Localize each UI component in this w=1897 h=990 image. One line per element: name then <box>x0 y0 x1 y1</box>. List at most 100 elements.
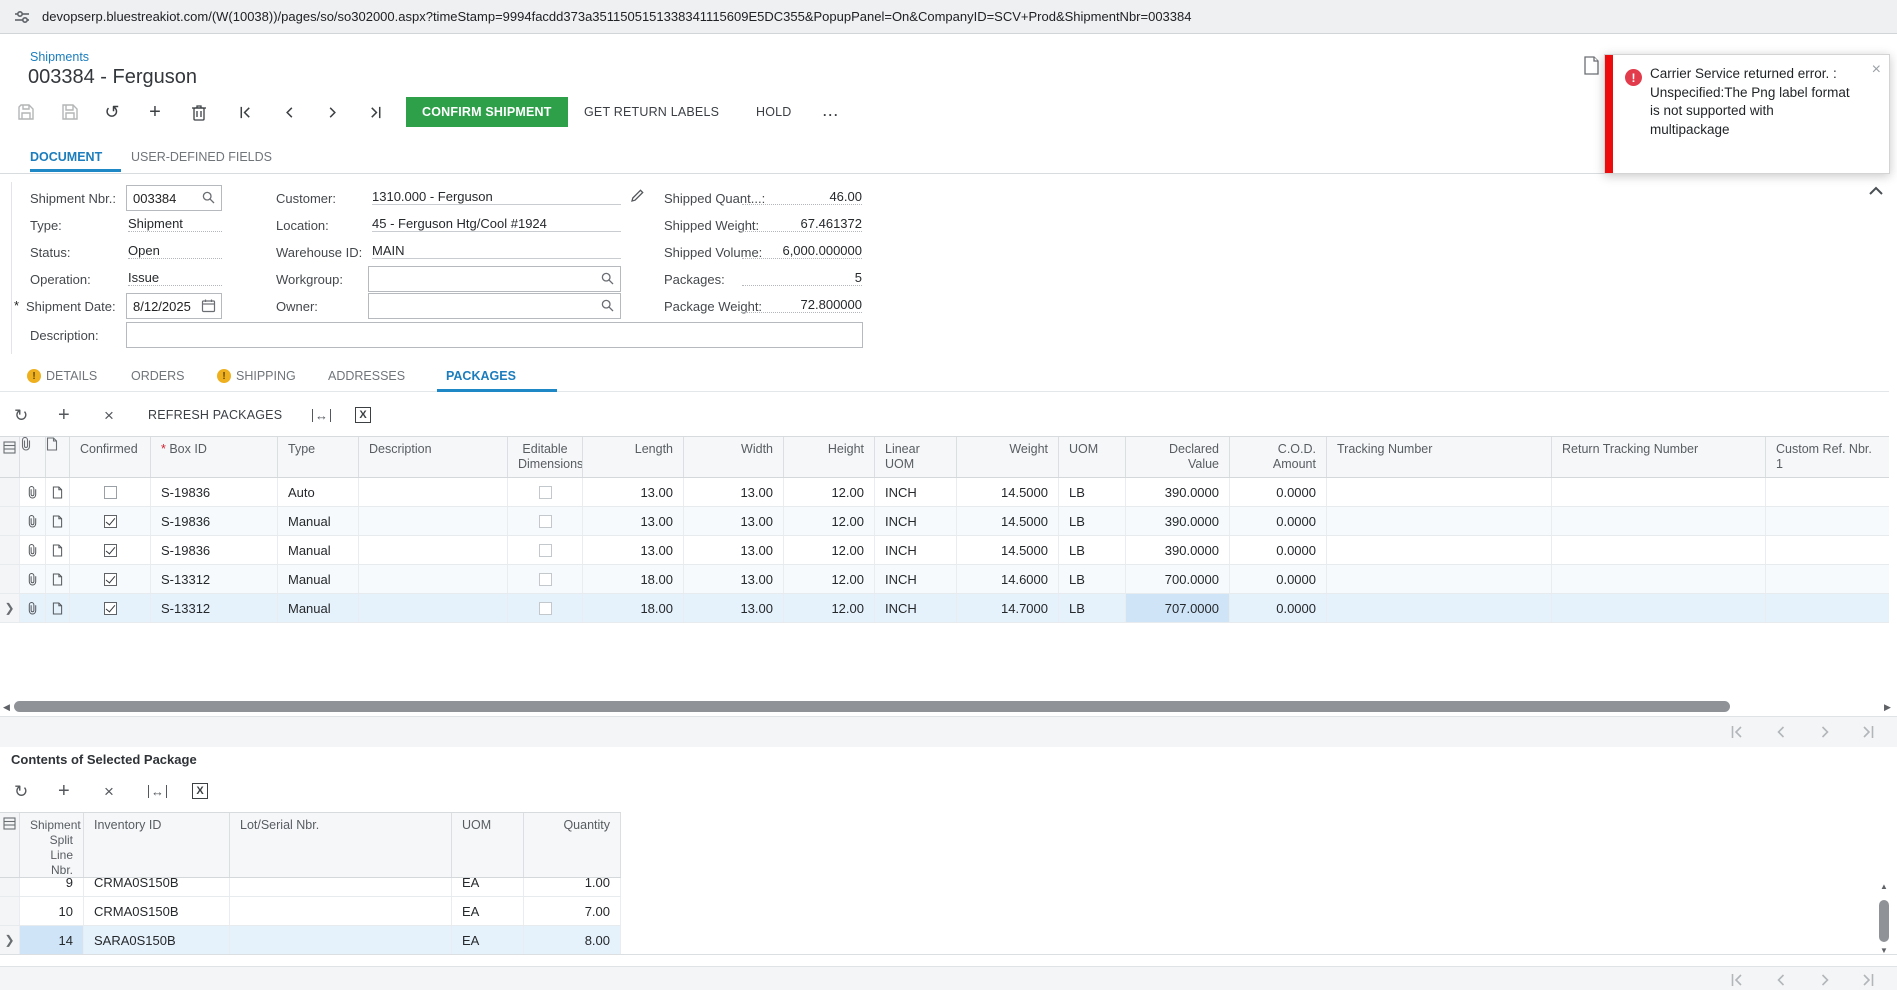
cod-amount-cell[interactable]: 0.0000 <box>1230 507 1327 535</box>
attachment-column-header[interactable] <box>20 437 46 477</box>
checkbox[interactable] <box>103 485 117 499</box>
linear-uom-cell[interactable]: INCH <box>875 507 957 535</box>
column-header-quantity[interactable]: Quantity <box>524 813 621 877</box>
column-header-tracking-number[interactable]: Tracking Number <box>1327 437 1552 477</box>
row-gutter[interactable] <box>0 478 20 506</box>
uom-cell[interactable]: EA <box>452 897 524 925</box>
type-cell[interactable]: Auto <box>278 478 359 506</box>
next-page-icon[interactable] <box>1817 724 1835 742</box>
delete-row-icon[interactable]: × <box>104 781 114 801</box>
column-header-weight[interactable]: Weight <box>957 437 1059 477</box>
tab-packages[interactable]: PACKAGES <box>446 369 516 383</box>
last-page-icon[interactable] <box>1860 724 1878 742</box>
note-icon[interactable] <box>46 536 70 564</box>
note-icon[interactable] <box>46 565 70 593</box>
width-cell[interactable]: 13.00 <box>684 507 784 535</box>
weight-cell[interactable]: 14.7000 <box>957 594 1059 622</box>
content-row[interactable]: 10 CRMA0S150B EA 7.00 <box>0 897 621 926</box>
attachment-icon[interactable] <box>20 594 46 622</box>
inventory-id-cell[interactable]: CRMA0S150B <box>84 878 230 896</box>
description-input[interactable] <box>126 322 863 348</box>
uom-cell[interactable]: LB <box>1059 478 1126 506</box>
shipment-date-input[interactable]: 8/12/2025 <box>126 293 222 319</box>
previous-page-icon[interactable] <box>1773 724 1791 742</box>
declared-value-cell-selected[interactable]: 707.0000 <box>1126 594 1230 622</box>
column-header-uom[interactable]: UOM <box>452 813 524 877</box>
height-cell[interactable]: 12.00 <box>784 565 875 593</box>
width-cell[interactable]: 13.00 <box>684 565 784 593</box>
uom-cell[interactable]: LB <box>1059 565 1126 593</box>
height-cell[interactable]: 12.00 <box>784 507 875 535</box>
column-header-linear-uom[interactable]: Linear UOM <box>875 437 957 477</box>
confirmed-checkbox-cell[interactable] <box>70 594 151 622</box>
attachment-icon[interactable] <box>20 565 46 593</box>
scroll-up-icon[interactable]: ▲ <box>1880 882 1888 891</box>
package-row-selected[interactable]: ❯ S-13312 Manual 18.00 13.00 12.00 INCH … <box>0 594 1889 623</box>
refresh-packages-button[interactable]: REFRESH PACKAGES <box>148 408 283 422</box>
uom-cell[interactable]: EA <box>452 926 524 954</box>
next-record-icon[interactable] <box>320 100 344 124</box>
save-icon[interactable] <box>58 100 82 124</box>
checkbox[interactable] <box>538 514 552 528</box>
shipment-nbr-input[interactable]: 003384 <box>126 185 222 211</box>
cod-amount-cell[interactable]: 0.0000 <box>1230 536 1327 564</box>
edit-pencil-icon[interactable] <box>630 188 645 208</box>
declared-value-cell[interactable]: 390.0000 <box>1126 536 1230 564</box>
linear-uom-cell[interactable]: INCH <box>875 478 957 506</box>
column-header-confirmed[interactable]: Confirmed <box>70 437 151 477</box>
get-return-labels-button[interactable]: GET RETURN LABELS <box>584 97 719 127</box>
scroll-left-icon[interactable]: ◀ <box>3 702 10 712</box>
content-row-selected[interactable]: ❯ 14 SARA0S150B EA 8.00 <box>0 926 621 954</box>
uom-cell[interactable]: EA <box>452 878 524 896</box>
cod-amount-cell[interactable]: 0.0000 <box>1230 594 1327 622</box>
tab-user-defined-fields[interactable]: USER-DEFINED FIELDS <box>131 150 272 164</box>
length-cell[interactable]: 18.00 <box>583 594 684 622</box>
tracking-number-cell[interactable] <box>1327 565 1552 593</box>
tab-details[interactable]: ! DETAILS <box>27 369 97 383</box>
description-cell[interactable] <box>359 507 508 535</box>
split-line-nbr-cell[interactable]: 9 <box>20 878 84 896</box>
horizontal-scrollbar[interactable]: ◀ ▶ <box>0 700 1897 714</box>
url-text[interactable]: devopserp.bluestreakiot.com/(W(10038))/p… <box>42 9 1192 24</box>
column-header-cod-amount[interactable]: C.O.D. Amount <box>1230 437 1327 477</box>
package-row[interactable]: S-19836 Manual 13.00 13.00 12.00 INCH 14… <box>0 507 1889 536</box>
site-settings-icon[interactable] <box>12 7 32 27</box>
lot-serial-cell[interactable] <box>230 878 452 896</box>
shipment-date-value[interactable]: 8/12/2025 <box>133 298 191 314</box>
inventory-id-cell[interactable]: SARA0S150B <box>84 926 230 954</box>
row-gutter[interactable]: ❯ <box>0 594 20 622</box>
column-header-box-id[interactable]: * Box ID <box>151 437 278 477</box>
confirm-shipment-button[interactable]: CONFIRM SHIPMENT <box>406 97 568 127</box>
scrollbar-thumb[interactable] <box>14 701 1730 712</box>
column-header-height[interactable]: Height <box>784 437 875 477</box>
width-cell[interactable]: 13.00 <box>684 594 784 622</box>
weight-cell[interactable]: 14.6000 <box>957 565 1059 593</box>
quantity-cell[interactable]: 1.00 <box>524 878 621 896</box>
calendar-icon[interactable] <box>201 298 216 316</box>
confirmed-checkbox-cell[interactable] <box>70 565 151 593</box>
tab-document[interactable]: DOCUMENT <box>30 150 103 164</box>
declared-value-cell[interactable]: 390.0000 <box>1126 478 1230 506</box>
package-row[interactable]: S-19836 Manual 13.00 13.00 12.00 INCH 14… <box>0 536 1889 565</box>
return-tracking-number-cell[interactable] <box>1552 594 1766 622</box>
refresh-icon[interactable]: ↻ <box>14 405 29 425</box>
tracking-number-cell[interactable] <box>1327 536 1552 564</box>
column-header-width[interactable]: Width <box>684 437 784 477</box>
next-page-icon[interactable] <box>1817 972 1835 990</box>
custom-ref-cell[interactable] <box>1766 507 1889 535</box>
breadcrumb-shipments[interactable]: Shipments <box>30 50 90 64</box>
return-tracking-number-cell[interactable] <box>1552 536 1766 564</box>
checkbox[interactable] <box>103 572 117 586</box>
package-row[interactable]: S-13312 Manual 18.00 13.00 12.00 INCH 14… <box>0 565 1889 594</box>
toast-close-icon[interactable]: × <box>1871 61 1881 78</box>
column-header-inventory-id[interactable]: Inventory ID <box>84 813 230 877</box>
column-header-length[interactable]: Length <box>583 437 684 477</box>
type-cell[interactable]: Manual <box>278 594 359 622</box>
note-column-header[interactable] <box>46 437 70 477</box>
content-row[interactable]: 9 CRMA0S150B EA 1.00 <box>0 878 621 897</box>
first-page-icon[interactable] <box>1729 972 1747 990</box>
cod-amount-cell[interactable]: 0.0000 <box>1230 565 1327 593</box>
tracking-number-cell[interactable] <box>1327 507 1552 535</box>
linear-uom-cell[interactable]: INCH <box>875 594 957 622</box>
column-header-lot-serial[interactable]: Lot/Serial Nbr. <box>230 813 452 877</box>
